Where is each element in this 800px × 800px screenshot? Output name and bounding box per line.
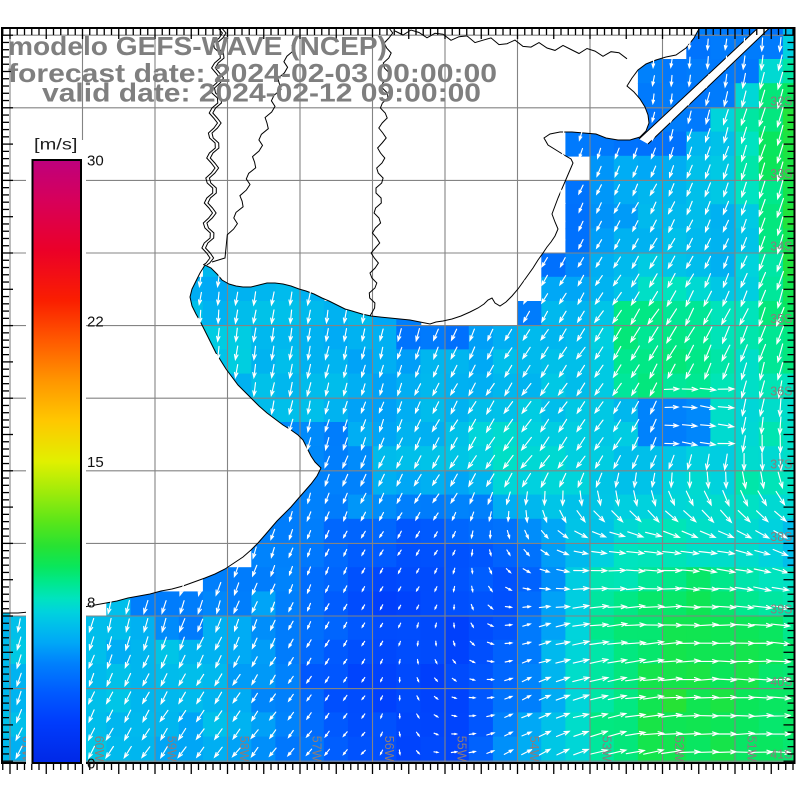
svg-text:39S: 39S [770, 603, 792, 617]
svg-text:forecast date: 2024-02-03 00:0: forecast date: 2024-02-03 00:00:00 [8, 58, 497, 88]
svg-text:15: 15 [87, 454, 104, 471]
svg-text:40S: 40S [770, 675, 792, 689]
svg-text:58W: 58W [237, 736, 251, 762]
svg-text:38S: 38S [770, 530, 792, 544]
svg-text:54W: 54W [527, 736, 541, 762]
svg-text:modelo GEFS-WAVE (NCEP): modelo GEFS-WAVE (NCEP) [8, 31, 387, 61]
svg-text:57W: 57W [310, 736, 324, 762]
svg-text:53W: 53W [600, 736, 614, 762]
svg-text:52W: 52W [672, 736, 686, 762]
svg-text:35S: 35S [770, 312, 792, 326]
svg-text:8: 8 [87, 595, 95, 612]
svg-text:33S: 33S [770, 167, 792, 181]
svg-text:34S: 34S [770, 240, 792, 254]
svg-text:41S: 41S [770, 748, 792, 762]
svg-text:51W: 51W [745, 736, 759, 762]
svg-text:36S: 36S [770, 385, 792, 399]
svg-text:32S: 32S [770, 94, 792, 108]
svg-text:56W: 56W [382, 736, 396, 762]
svg-text:valid date: 2024-02-12 09:00:0: valid date: 2024-02-12 09:00:00 [42, 78, 481, 108]
svg-text:59W: 59W [165, 736, 179, 762]
svg-text:55W: 55W [455, 736, 469, 762]
svg-text:30: 30 [87, 153, 104, 170]
svg-text:[m/s]: [m/s] [34, 137, 78, 154]
svg-text:60W: 60W [92, 736, 106, 762]
svg-text:37S: 37S [770, 457, 792, 471]
svg-text:22: 22 [87, 313, 104, 330]
svg-text:0: 0 [87, 756, 95, 773]
